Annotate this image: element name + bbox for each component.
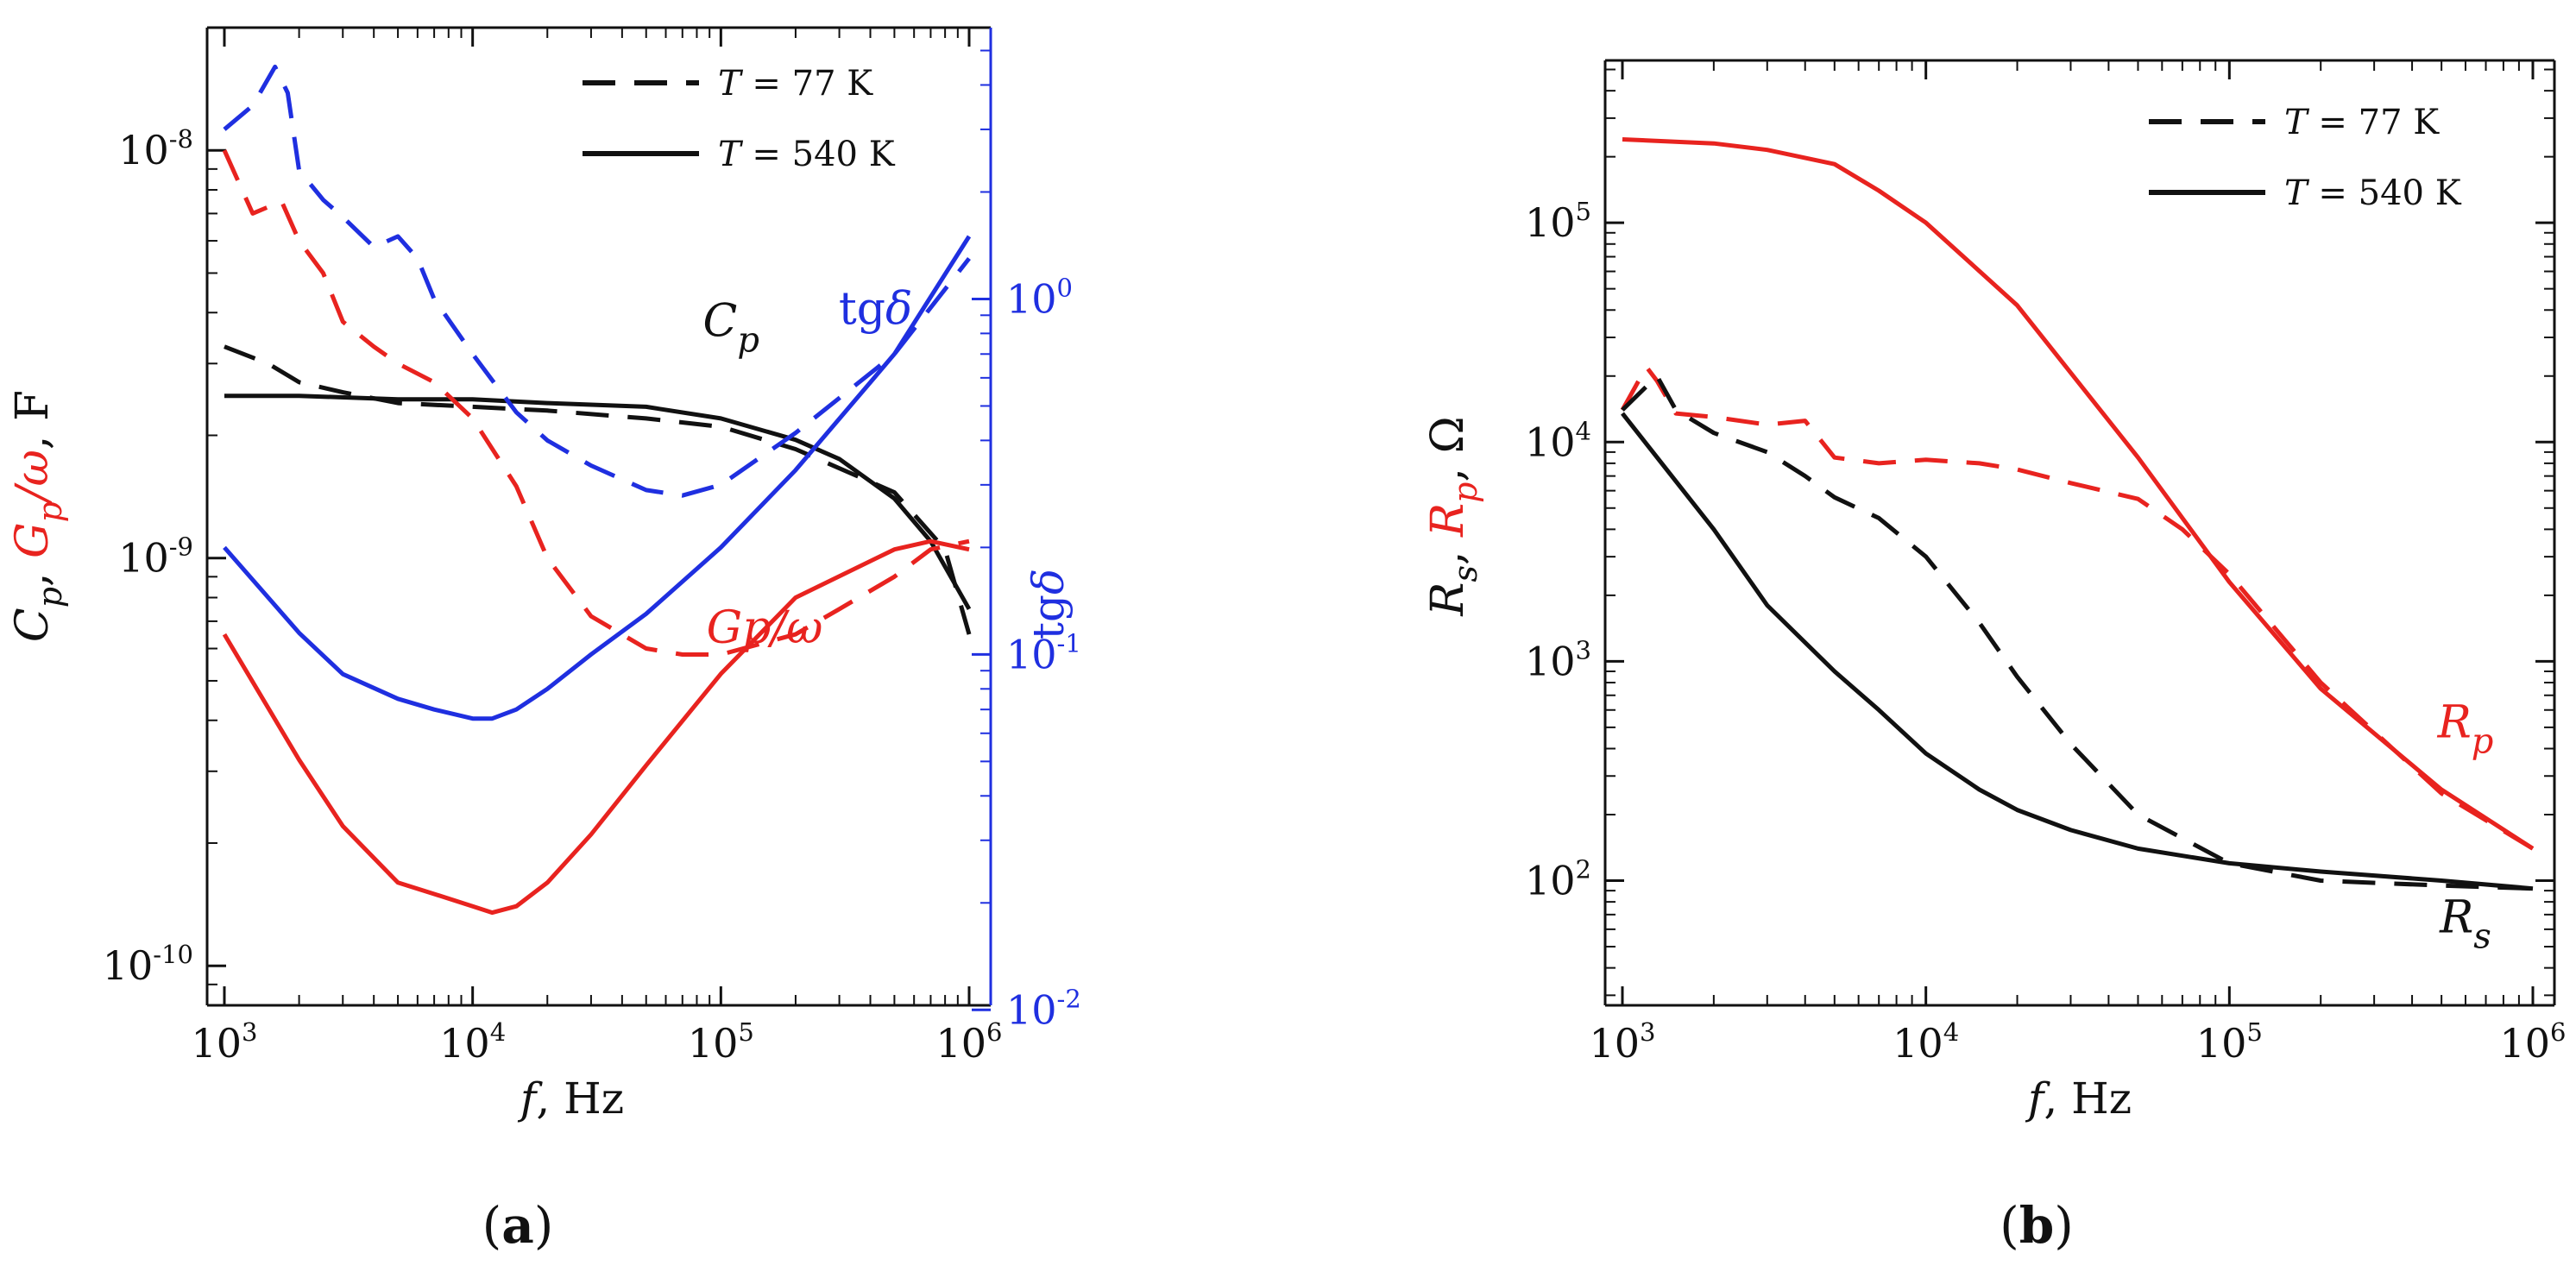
right-axis-label: tgδ xyxy=(1023,569,1074,639)
legend-label: T = 540 K xyxy=(718,135,896,174)
annotation-gp: Gp/ω xyxy=(707,602,823,654)
series-line-tg-t-540-k xyxy=(223,235,972,721)
annotation-rs: Rs xyxy=(2439,892,2491,957)
series-line-cp-t-77-k xyxy=(224,344,972,635)
annotation-rp: Rp xyxy=(2437,697,2494,762)
y-tick-label: 10-10 xyxy=(103,940,193,989)
y-tick-label: 10-9 xyxy=(118,532,193,582)
chart-panel-b: 103 104 105 106 102 103 104 105 T = 77 K T = 540 … xyxy=(1422,59,2567,1255)
x-axis-label: f, Hz xyxy=(517,1073,624,1124)
series-line-rs-t-540-k xyxy=(1621,412,2534,891)
x-tick-label: 105 xyxy=(2196,1017,2263,1067)
series-line-cp-t-540-k xyxy=(224,393,972,611)
x-tick-label: 105 xyxy=(688,1017,754,1067)
series-line-gp-t-77-k xyxy=(222,149,970,657)
right-tick-label: 10-1 xyxy=(1006,628,1081,677)
x-tick-label: 104 xyxy=(439,1017,506,1067)
y-tick-label: 104 xyxy=(1525,416,1591,465)
y-tick-label: 102 xyxy=(1525,854,1591,903)
panel-label: (a) xyxy=(482,1196,554,1255)
legend-label: T = 77 K xyxy=(718,64,873,104)
series-line-rp-t-540-k xyxy=(1622,137,2535,851)
y-tick-label: 105 xyxy=(1525,197,1591,246)
series-line-rp-t-77-k xyxy=(1620,364,2535,851)
panel-label: (b) xyxy=(2000,1196,2074,1255)
series-line-tg-t-77-k xyxy=(223,64,971,498)
legend-label: T = 540 K xyxy=(2284,173,2462,213)
right-tick-label: 10-2 xyxy=(1006,984,1081,1033)
y-tick-label: 103 xyxy=(1525,635,1591,684)
chart-panel-a: 103 104 105 106 10-10 10-9 10-8 10-2 10-1 100 tgδ T… xyxy=(7,26,1081,1255)
annotation-cp: Cp xyxy=(703,296,759,361)
y-tick-label: 10-8 xyxy=(118,124,193,173)
x-axis-label: f, Hz xyxy=(2025,1073,2132,1124)
legend-label: T = 77 K xyxy=(2284,103,2440,142)
y-axis-label: Cp, Gp/ω, F xyxy=(7,390,69,642)
x-tick-label: 104 xyxy=(1893,1017,1959,1067)
series-line-rs-t-77-k xyxy=(1621,374,2534,891)
series-line-gp-t-540-k xyxy=(222,538,970,916)
x-tick-label: 106 xyxy=(2500,1017,2567,1067)
y-axis-label: Rs, Rp, Ω xyxy=(1422,416,1484,616)
x-tick-label: 103 xyxy=(192,1017,258,1067)
right-tick-label: 100 xyxy=(1006,273,1073,322)
annotation-tg: tgδ xyxy=(839,284,912,336)
x-tick-label: 106 xyxy=(936,1017,1003,1067)
x-tick-label: 103 xyxy=(1590,1017,1656,1067)
